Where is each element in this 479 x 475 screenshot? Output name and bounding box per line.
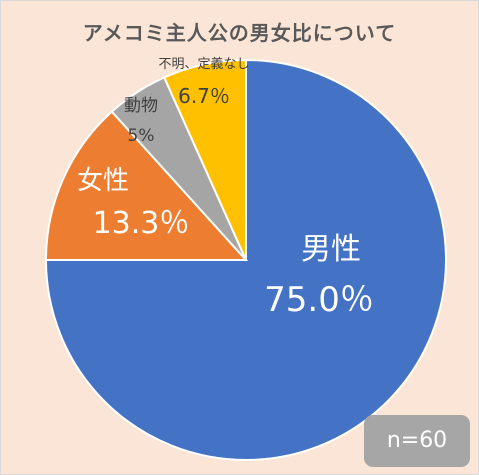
slice-category-label-2: 動物 xyxy=(124,96,158,116)
pie-slice-3 xyxy=(162,58,247,261)
chart-title: アメコミ主人公の男女比について xyxy=(82,21,397,45)
slice-value-label-0: 75.0％ xyxy=(264,280,374,320)
slice-value-label-1: 13.3％ xyxy=(93,206,190,241)
sample-size-badge: n=60 xyxy=(364,415,470,467)
slice-value-label-2: 5% xyxy=(128,126,155,146)
sample-size-label: n=60 xyxy=(386,428,448,453)
slice-category-label-1: 女性 xyxy=(77,166,129,196)
pie-slice-0 xyxy=(44,58,447,461)
pie-slice-1 xyxy=(44,110,249,261)
slice-category-label-0: 男性 xyxy=(301,232,361,267)
slice-category-label-3: 不明、定義なし xyxy=(158,56,249,72)
slice-value-label-3: 6.7％ xyxy=(178,84,230,108)
